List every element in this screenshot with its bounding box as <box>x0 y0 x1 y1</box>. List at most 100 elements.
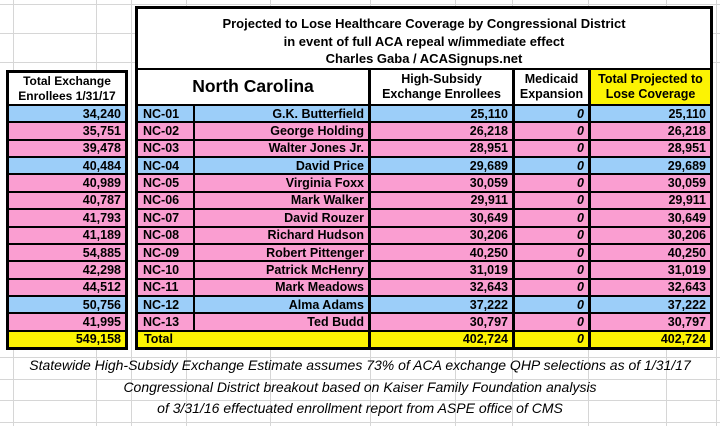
high-subsidy-cell: 32,643 <box>371 279 515 295</box>
representative-cell: Mark Meadows <box>195 279 371 295</box>
district-cell: NC-09 <box>138 244 195 261</box>
gridline <box>131 0 132 426</box>
gridline <box>716 0 717 426</box>
total-cell: 30,649 <box>667 210 706 225</box>
total-cell: 37,222 <box>667 297 706 312</box>
column-header-row: North Carolina High-Subsidy Exchange Enr… <box>138 70 710 106</box>
district-row: NC-13 Ted Budd 30,797 0 30,797 <box>138 314 710 332</box>
district-cell: NC-07 <box>138 210 195 226</box>
district-cell: NC-11 <box>138 279 195 295</box>
district-row: NC-05 Virginia Foxx 30,059 0 30,059 <box>138 175 710 193</box>
coverage-table: Projected to Lose Healthcare Coverage by… <box>135 6 713 350</box>
title-line-2: in event of full ACA repeal w/immediate … <box>283 33 565 49</box>
district-cell: NC-04 <box>138 158 195 174</box>
gridline <box>0 357 720 358</box>
gridline <box>0 422 720 423</box>
district-cell: NC-13 <box>138 314 195 330</box>
exchange-enrollees-cell: 41,793 <box>9 210 125 228</box>
high-subsidy-cell: 29,911 <box>371 192 515 209</box>
district-row: NC-08 Richard Hudson 30,206 0 30,206 <box>138 227 710 245</box>
district-cell: NC-12 <box>138 296 195 313</box>
header-high-subsidy: High-Subsidy Exchange Enrollees <box>371 70 515 104</box>
total-cell: 40,250 <box>667 245 706 260</box>
exchange-enrollees-header: Total Exchange Enrollees 1/31/17 <box>9 73 125 106</box>
district-row: NC-06 Mark Walker 29,911 0 29,911 <box>138 192 710 211</box>
representative-cell: Alma Adams <box>195 296 371 313</box>
district-row: NC-09 Robert Pittenger 40,250 0 40,250 <box>138 244 710 263</box>
exchange-enrollees-cell: 40,989 <box>9 175 125 193</box>
representative-cell: Patrick McHenry <box>195 262 371 278</box>
total-medicaid-cell: 0 <box>515 331 591 348</box>
district-cell: NC-05 <box>138 175 195 191</box>
medicaid-cell: 0 <box>515 140 591 157</box>
high-subsidy-cell: 31,019 <box>371 262 515 278</box>
exchange-enrollees-cell: 44,512 <box>9 279 125 297</box>
district-cell: NC-02 <box>138 123 195 139</box>
representative-cell: Richard Hudson <box>195 227 371 243</box>
medicaid-cell: 0 <box>515 244 591 261</box>
exchange-enrollees-cell: 39,478 <box>9 140 125 159</box>
footnote-line-2: Congressional District breakout based on… <box>123 378 597 395</box>
representative-cell: Virginia Foxx <box>195 175 371 191</box>
district-row: NC-04 David Price 29,689 0 29,689 <box>138 158 710 176</box>
exchange-enrollees-cell: 41,189 <box>9 227 125 245</box>
exchange-enrollees-cell: 34,240 <box>9 106 125 124</box>
total-cell: 29,911 <box>668 193 706 208</box>
exchange-enrollees-cell: 35,751 <box>9 123 125 141</box>
title-line-3: Charles Gaba / ACASignups.net <box>325 51 523 66</box>
total-cell: 31,019 <box>667 262 706 277</box>
gridline <box>0 379 720 380</box>
representative-cell: Walter Jones Jr. <box>195 140 371 157</box>
representative-cell: Mark Walker <box>195 192 371 209</box>
medicaid-cell: 0 <box>515 106 591 122</box>
title-line-1: Projected to Lose Healthcare Coverage by… <box>222 16 626 31</box>
total-cell: 28,951 <box>667 141 706 156</box>
exchange-enrollees-table: Total Exchange Enrollees 1/31/17 34,240 3… <box>6 70 128 350</box>
district-row: NC-10 Patrick McHenry 31,019 0 31,019 <box>138 262 710 280</box>
total-cell: 25,110 <box>668 106 706 121</box>
exchange-enrollees-cell: 50,756 <box>9 296 125 315</box>
table-title: Projected to Lose Healthcare Coverage by… <box>138 9 710 70</box>
district-row: NC-01 G.K. Butterfield 25,110 0 25,110 <box>138 106 710 124</box>
exchange-enrollees-cell: 41,995 <box>9 314 125 332</box>
district-cell: NC-06 <box>138 192 195 209</box>
district-row: NC-02 George Holding 26,218 0 26,218 <box>138 123 710 141</box>
district-row: NC-11 Mark Meadows 32,643 0 32,643 <box>138 279 710 297</box>
medicaid-cell: 0 <box>515 279 591 295</box>
medicaid-cell: 0 <box>515 227 591 243</box>
total-projected-cell: 402,724 <box>660 332 706 347</box>
total-cell: 26,218 <box>667 124 706 139</box>
representative-cell: David Price <box>195 158 371 174</box>
medicaid-cell: 0 <box>515 262 591 278</box>
medicaid-cell: 0 <box>515 158 591 174</box>
representative-cell: George Holding <box>195 123 371 139</box>
header-state-name: North Carolina <box>138 70 371 104</box>
total-cell: 30,059 <box>667 176 706 191</box>
medicaid-cell: 0 <box>515 175 591 191</box>
district-row: NC-12 Alma Adams 37,222 0 37,222 <box>138 296 710 315</box>
high-subsidy-cell: 30,797 <box>371 314 515 330</box>
high-subsidy-cell: 37,222 <box>371 296 515 313</box>
footnote-line-3: of 3/31/16 effectuated enrollment report… <box>157 400 563 416</box>
district-cell: NC-08 <box>138 227 195 243</box>
district-row: NC-07 David Rouzer 30,649 0 30,649 <box>138 210 710 228</box>
representative-cell: Ted Budd <box>195 314 371 330</box>
total-label: Total <box>138 331 371 348</box>
high-subsidy-cell: 28,951 <box>371 140 515 157</box>
total-cell: 30,797 <box>667 314 706 329</box>
total-high-subsidy-cell: 402,724 <box>371 331 515 348</box>
footnote: Statewide High-Subsidy Exchange Estimate… <box>0 355 720 420</box>
medicaid-cell: 0 <box>515 314 591 330</box>
district-cell: NC-10 <box>138 262 195 278</box>
representative-cell: Robert Pittenger <box>195 244 371 261</box>
high-subsidy-cell: 30,206 <box>371 227 515 243</box>
medicaid-cell: 0 <box>515 123 591 139</box>
total-cell: 29,689 <box>667 158 706 173</box>
exchange-enrollees-cell: 54,885 <box>9 244 125 263</box>
high-subsidy-cell: 40,250 <box>371 244 515 261</box>
exchange-enrollees-total: 549,158 <box>9 331 125 348</box>
high-subsidy-cell: 29,689 <box>371 158 515 174</box>
medicaid-cell: 0 <box>515 296 591 313</box>
medicaid-cell: 0 <box>515 210 591 226</box>
